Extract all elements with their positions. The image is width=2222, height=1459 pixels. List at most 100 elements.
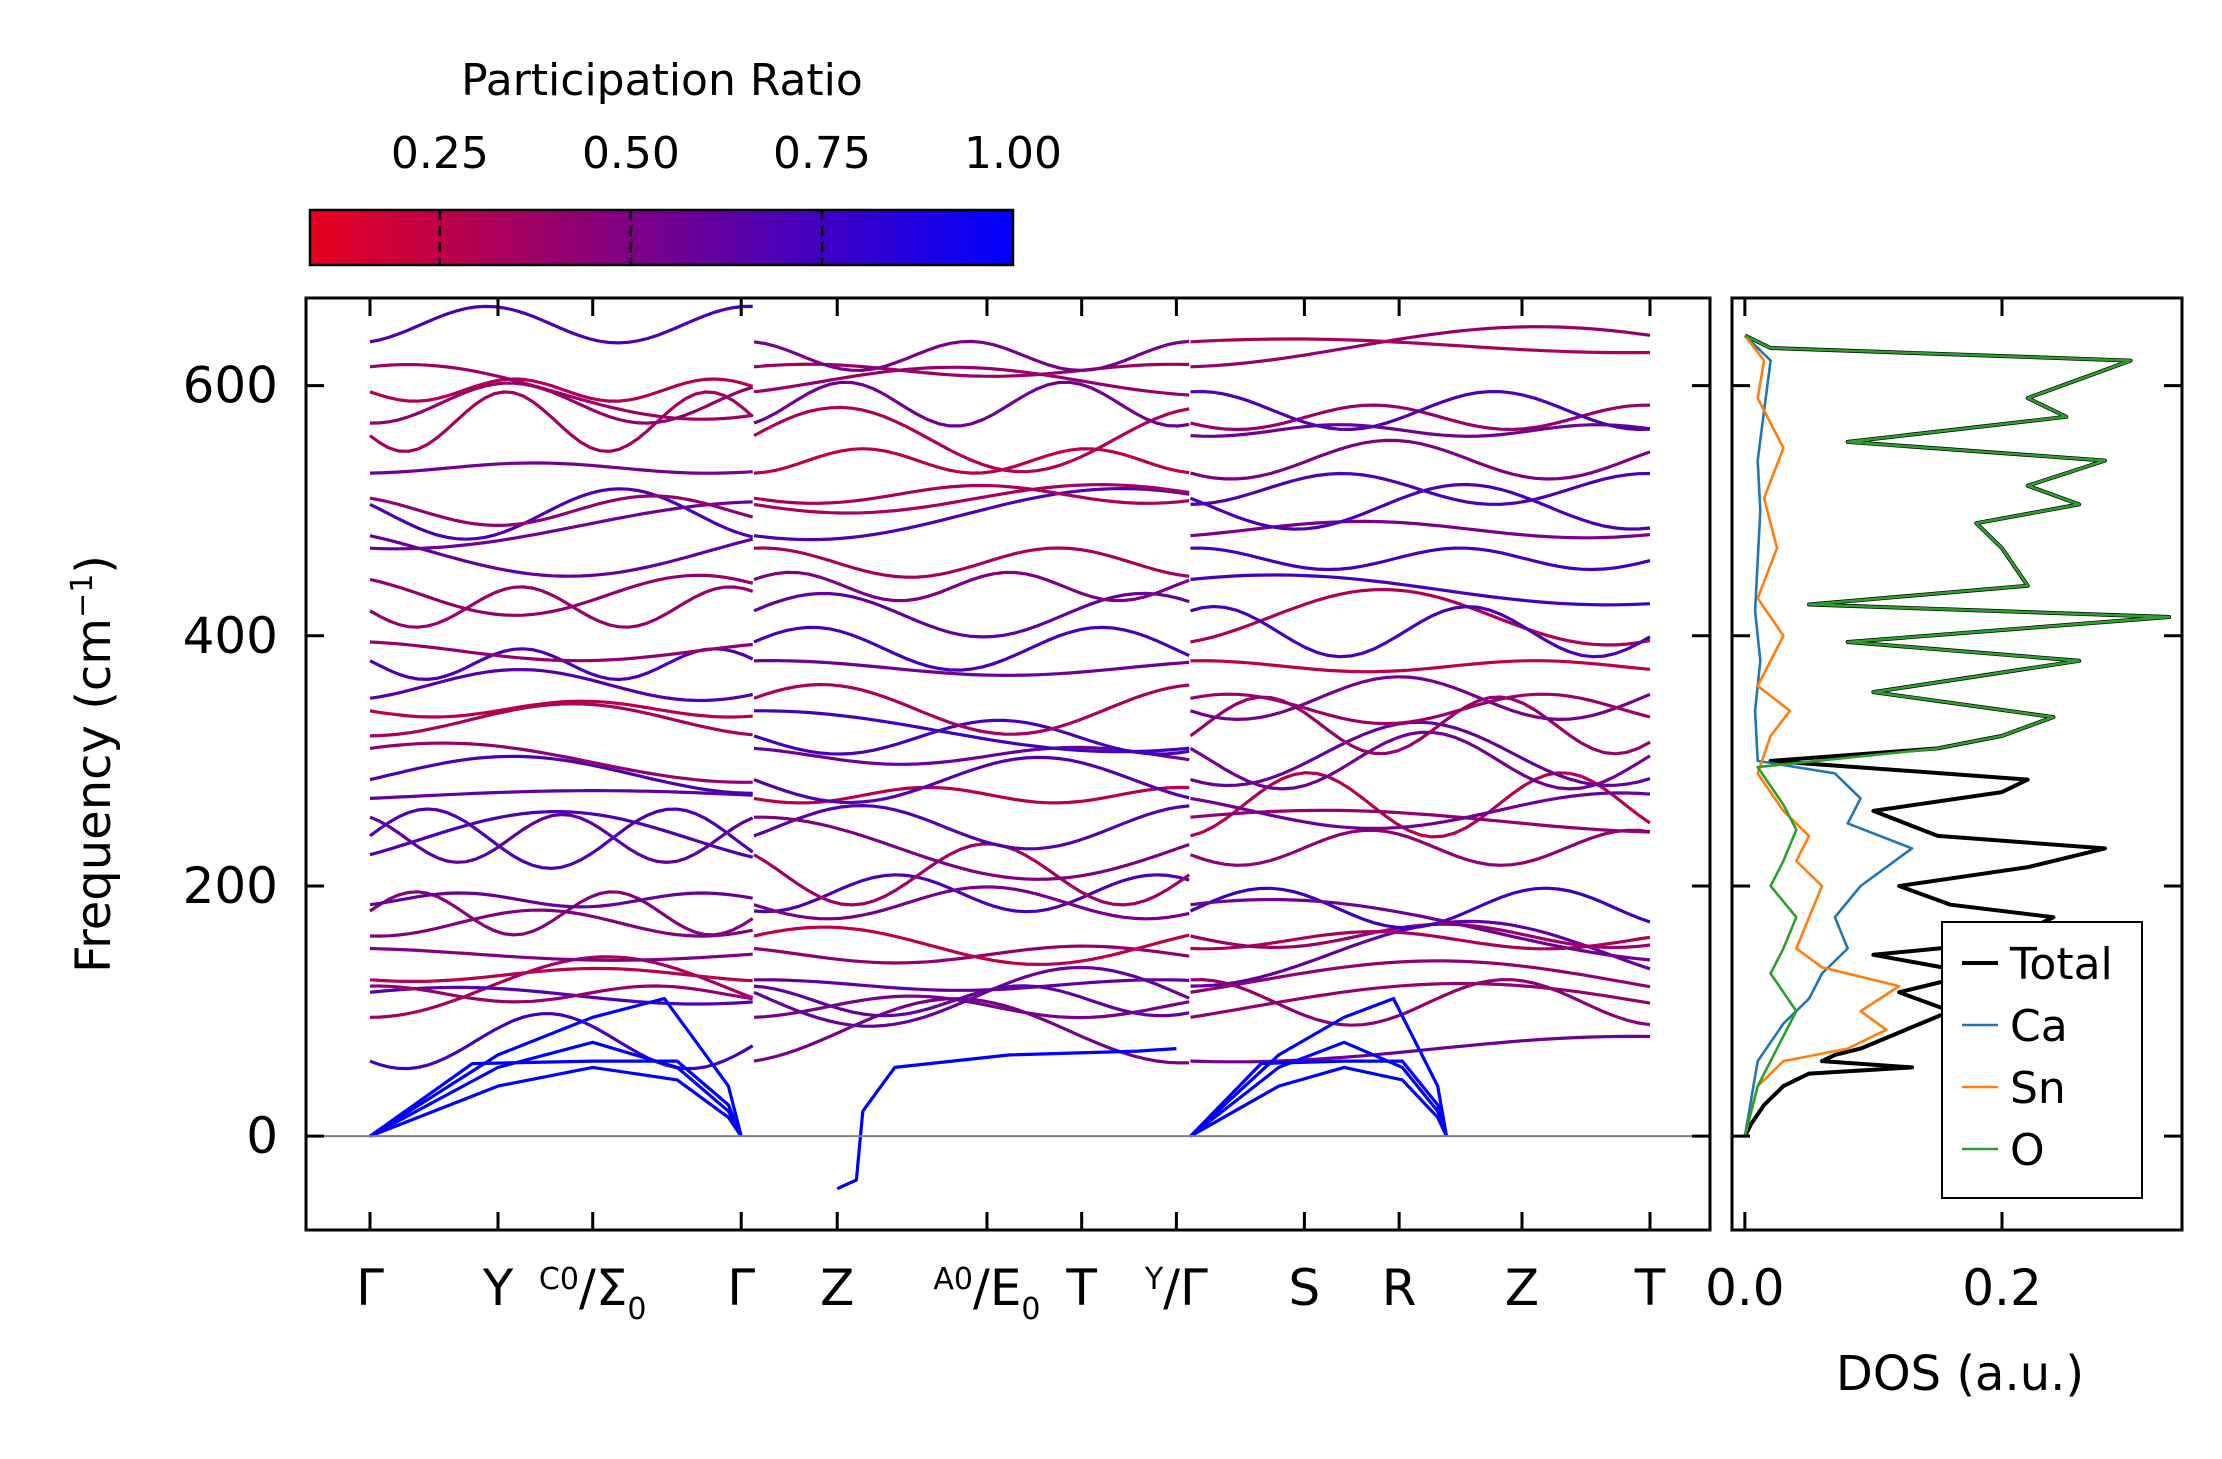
optical-band — [369, 891, 753, 909]
optical-band — [369, 789, 753, 800]
band-x-ticks: Γ Y C0/Σ0 Γ Z A0/E0 T Y/Γ S R Z T — [356, 298, 1666, 1327]
high-symmetry-label: Γ — [356, 1259, 384, 1317]
dos-legend: Total Ca Sn O — [1941, 921, 2143, 1199]
optical-band — [1190, 471, 1651, 506]
colorbar-ticks: 0.25 0.50 0.75 1.00 — [391, 128, 1062, 265]
optical-band — [369, 812, 754, 865]
optical-band — [753, 885, 1190, 921]
optical-band — [753, 546, 1190, 579]
optical-band — [753, 447, 1190, 475]
high-symmetry-label-main: /Σ — [579, 1259, 627, 1317]
optical-band — [1189, 828, 1651, 867]
high-symmetry-label: R — [1382, 1259, 1417, 1317]
y-axis-label-tail: ) — [66, 555, 122, 574]
optical-band — [753, 591, 1190, 639]
optical-band — [1190, 675, 1651, 722]
acoustic-band — [369, 1059, 743, 1138]
dos-legend-label: Sn — [2010, 1063, 2066, 1114]
dos-legend-label: O — [2010, 1125, 2045, 1176]
colorbar-tick-label: 1.00 — [964, 128, 1062, 179]
dos-x-tick-label: 0.2 — [1962, 1259, 2042, 1317]
optical-band — [369, 390, 754, 454]
optical-band — [369, 640, 753, 663]
acoustic-band-segment3 — [1189, 996, 1449, 1138]
band-plot-frame — [304, 296, 1712, 1232]
optical-band — [369, 810, 754, 859]
optical-band — [753, 965, 1190, 1028]
optical-band — [753, 803, 1190, 851]
acoustic-band — [369, 997, 743, 1138]
optical-band — [1190, 438, 1651, 481]
acoustic-band-segment3 — [1189, 1040, 1449, 1138]
optical-band — [753, 718, 1190, 756]
optical-band — [369, 985, 753, 1006]
optical-band — [369, 534, 754, 578]
optical-band — [1190, 519, 1651, 540]
optical-band — [369, 984, 753, 1004]
colorbar-tick-label: 0.25 — [391, 128, 489, 179]
optical-band — [1190, 604, 1651, 659]
optical-band — [753, 365, 1190, 397]
high-symmetry-label: Y — [482, 1259, 514, 1317]
colorbar-tick-label: 0.75 — [773, 128, 871, 179]
optical-band — [753, 925, 1190, 967]
optical-band — [369, 668, 754, 703]
band-y-tick-label: 400 — [183, 607, 278, 665]
high-symmetry-label: T — [1634, 1259, 1666, 1317]
optical-band — [369, 304, 753, 345]
optical-band — [1190, 791, 1651, 831]
optical-band — [369, 494, 754, 528]
optical-band — [753, 994, 1190, 1020]
optical-band — [369, 573, 754, 617]
high-symmetry-label: Γ — [727, 1259, 755, 1317]
optical-band — [369, 702, 753, 738]
optical-band — [1190, 808, 1651, 834]
high-symmetry-label-main: /Γ — [1163, 1259, 1208, 1317]
optical-band — [369, 487, 754, 541]
high-symmetry-label: A0/E0 — [933, 1259, 1040, 1327]
y-axis-label-text: Frequency (cm — [66, 618, 122, 973]
high-symmetry-label-main: /E — [973, 1259, 1021, 1317]
optical-band — [754, 978, 1190, 992]
band-y-tick-label: 600 — [183, 357, 278, 415]
high-symmetry-label-sup: A0 — [933, 1262, 973, 1297]
high-symmetry-label: S — [1289, 1259, 1321, 1317]
high-symmetry-label: Z — [820, 1259, 854, 1317]
optical-band — [1190, 389, 1651, 432]
band-y-tick-label: 200 — [183, 857, 278, 915]
optical-band — [753, 984, 1190, 1018]
band-lines — [369, 304, 1651, 1191]
optical-band — [753, 842, 1191, 907]
optical-band — [369, 377, 754, 403]
dos-series-ca — [1743, 334, 1914, 1137]
dos-series-o — [1743, 334, 2171, 1137]
optical-band — [369, 585, 754, 629]
optical-band — [369, 461, 753, 475]
optical-band — [1189, 482, 1651, 531]
high-symmetry-label: Y/Γ — [1144, 1259, 1208, 1317]
acoustic-band — [369, 1040, 743, 1138]
high-symmetry-label-sub: 0 — [627, 1292, 646, 1327]
optical-band — [369, 741, 753, 784]
optical-band — [1190, 897, 1651, 962]
colorbar-title: Participation Ratio — [461, 55, 863, 106]
dos-series-sn — [1743, 334, 1901, 1137]
dos-y-ticks — [1732, 384, 2182, 1138]
optical-band — [369, 754, 753, 795]
optical-band — [1190, 423, 1651, 438]
acoustic-band — [836, 1047, 1177, 1191]
dos-plot: 0.0 0.2 DOS (a.u.) Total Ca Sn O — [1705, 296, 2184, 1402]
optical-band — [369, 807, 754, 871]
optical-band — [753, 755, 1190, 805]
optical-band — [369, 500, 753, 551]
dos-plot-frame — [1730, 296, 2184, 1232]
colorbar-tick-label: 0.50 — [582, 128, 680, 179]
optical-band — [1190, 692, 1651, 726]
optical-band — [369, 946, 753, 962]
optical-band — [1189, 730, 1651, 791]
dos-x-ticks: 0.0 0.2 — [1705, 298, 2042, 1317]
optical-band — [1190, 659, 1651, 674]
dos-x-tick-label: 0.0 — [1705, 1259, 1785, 1317]
